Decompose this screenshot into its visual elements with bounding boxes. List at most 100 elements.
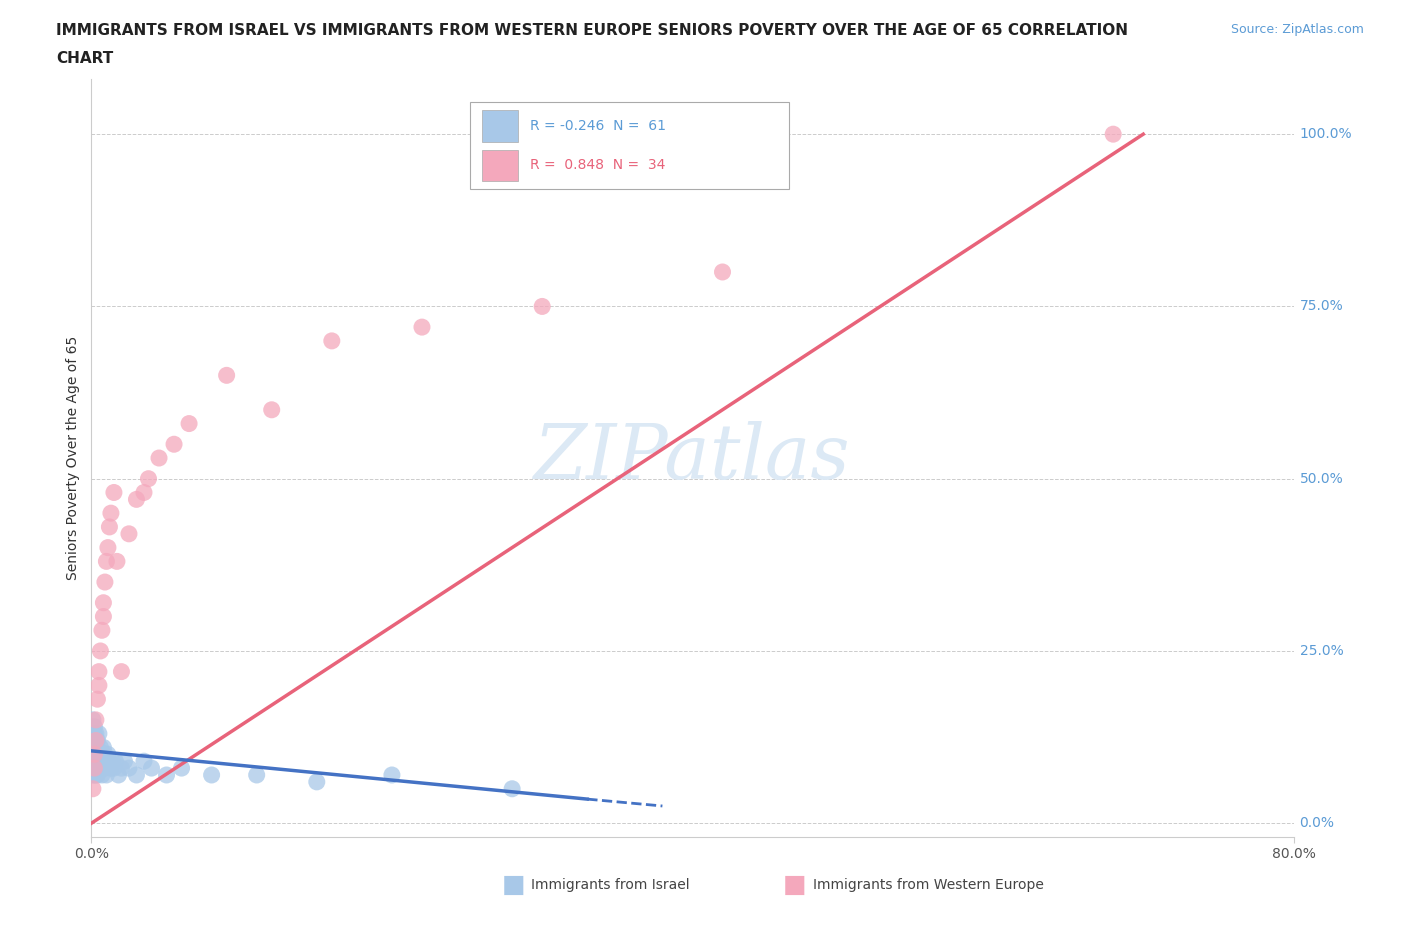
Point xyxy=(96,753,118,768)
Point xyxy=(84,712,107,727)
Point xyxy=(87,753,110,768)
Point xyxy=(83,767,105,782)
Point xyxy=(98,520,121,535)
Point xyxy=(103,485,125,500)
Point xyxy=(97,540,120,555)
Text: ■: ■ xyxy=(783,873,806,897)
Point xyxy=(125,492,148,507)
Point xyxy=(86,733,108,748)
Point xyxy=(89,753,111,768)
Point xyxy=(89,644,111,658)
Point xyxy=(86,747,108,762)
Point xyxy=(84,726,107,741)
Point xyxy=(107,767,129,782)
Text: R =  0.848  N =  34: R = 0.848 N = 34 xyxy=(530,158,665,172)
Point xyxy=(90,623,112,638)
Point xyxy=(531,299,554,314)
Text: 0.0%: 0.0% xyxy=(1299,817,1334,830)
Point xyxy=(86,761,108,776)
Point xyxy=(125,767,148,782)
Point xyxy=(110,664,132,679)
Text: 100.0%: 100.0% xyxy=(1299,127,1353,141)
Point xyxy=(83,740,105,755)
Point xyxy=(82,781,104,796)
Point xyxy=(94,575,117,590)
Point xyxy=(83,747,105,762)
Point xyxy=(83,761,105,776)
Point xyxy=(84,753,107,768)
Point xyxy=(98,753,121,768)
Text: ■: ■ xyxy=(502,873,524,897)
Text: Immigrants from Israel: Immigrants from Israel xyxy=(531,878,690,893)
Point xyxy=(381,767,404,782)
Point xyxy=(155,767,177,782)
Point xyxy=(82,767,104,782)
Point xyxy=(83,761,105,776)
Point xyxy=(305,775,328,790)
Bar xyxy=(482,150,519,181)
Point xyxy=(82,761,104,776)
Point xyxy=(93,740,115,755)
Point xyxy=(86,692,108,707)
Point xyxy=(87,678,110,693)
Point xyxy=(94,761,117,776)
Point xyxy=(93,761,115,776)
Point xyxy=(87,761,110,776)
Point xyxy=(82,747,104,762)
Point xyxy=(260,403,283,418)
Text: ZIPatlas: ZIPatlas xyxy=(534,421,851,495)
Point xyxy=(84,753,107,768)
Point xyxy=(114,753,136,768)
Point xyxy=(93,753,115,768)
Point xyxy=(89,761,111,776)
Point xyxy=(83,747,105,762)
Point xyxy=(321,334,343,349)
Point xyxy=(411,320,433,335)
Point xyxy=(84,733,107,748)
Point xyxy=(100,506,122,521)
Point xyxy=(215,368,238,383)
Point xyxy=(87,726,110,741)
Point xyxy=(83,719,105,734)
Point xyxy=(82,733,104,748)
Point xyxy=(90,747,112,762)
Point xyxy=(170,761,193,776)
Point xyxy=(201,767,224,782)
Text: Source: ZipAtlas.com: Source: ZipAtlas.com xyxy=(1230,23,1364,36)
Point xyxy=(132,485,155,500)
Point xyxy=(82,712,104,727)
Text: Immigrants from Western Europe: Immigrants from Western Europe xyxy=(813,878,1043,893)
Point xyxy=(501,781,523,796)
Text: R = -0.246  N =  61: R = -0.246 N = 61 xyxy=(530,119,666,133)
Bar xyxy=(482,110,519,142)
Point xyxy=(94,747,117,762)
Point xyxy=(89,740,111,755)
Point xyxy=(97,747,120,762)
Point xyxy=(177,416,200,431)
Point xyxy=(163,437,186,452)
Point xyxy=(86,740,108,755)
Point xyxy=(118,526,141,541)
Text: IMMIGRANTS FROM ISRAEL VS IMMIGRANTS FROM WESTERN EUROPE SENIORS POVERTY OVER TH: IMMIGRANTS FROM ISRAEL VS IMMIGRANTS FRO… xyxy=(56,23,1128,38)
Text: 75.0%: 75.0% xyxy=(1299,299,1343,313)
Point xyxy=(711,264,734,279)
Point xyxy=(90,767,112,782)
Point xyxy=(83,726,105,741)
Point xyxy=(87,747,110,762)
Point xyxy=(84,761,107,776)
Point xyxy=(105,554,128,569)
Point xyxy=(104,753,127,768)
Point xyxy=(132,753,155,768)
Point xyxy=(86,767,108,782)
Point xyxy=(90,753,112,768)
Point xyxy=(118,761,141,776)
Point xyxy=(84,767,107,782)
Text: 25.0%: 25.0% xyxy=(1299,644,1343,658)
Point xyxy=(100,761,122,776)
Point xyxy=(103,761,125,776)
Point xyxy=(83,753,105,768)
FancyBboxPatch shape xyxy=(470,101,789,189)
Point xyxy=(141,761,163,776)
Point xyxy=(93,595,115,610)
Point xyxy=(148,451,170,466)
